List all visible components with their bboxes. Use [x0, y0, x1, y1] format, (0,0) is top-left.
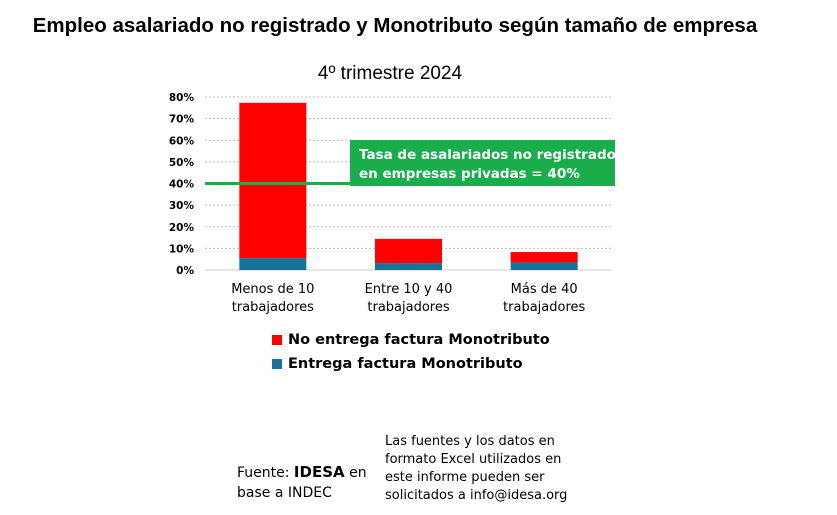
x-tick-label: Más de 40	[511, 282, 578, 297]
reference-label: Tasa de asalariados no registrados	[359, 147, 624, 163]
x-tick-label: Entre 10 y 40	[365, 282, 453, 297]
source-prefix: Fuente:	[237, 465, 294, 481]
note-line: formato Excel utilizados en	[385, 452, 562, 467]
source-note: Fuente: IDESA en base a INDEC	[237, 462, 367, 503]
x-tick-label: trabajadores	[367, 300, 449, 315]
y-tick-label: 0%	[176, 265, 194, 277]
bar-segment	[510, 252, 578, 263]
x-tick-label: trabajadores	[503, 300, 585, 315]
bar-segment	[375, 238, 442, 264]
y-tick-label: 30%	[169, 200, 195, 212]
legend-item-entrega: Entrega factura Monotributo	[272, 356, 523, 372]
data-availability-note: Las fuentes y los datos en formato Excel…	[385, 433, 567, 505]
note-line: este informe pueden ser	[385, 470, 545, 485]
legend-label: Entrega factura Monotributo	[288, 356, 523, 372]
y-tick-label: 40%	[169, 179, 195, 191]
bar-segment	[510, 262, 578, 270]
y-tick-label: 20%	[169, 222, 195, 234]
x-tick-label: Menos de 10	[231, 282, 314, 297]
x-tick-label: trabajadores	[232, 300, 314, 315]
legend-label: No entrega factura Monotributo	[288, 332, 550, 348]
y-tick-label: 50%	[169, 157, 195, 169]
y-tick-label: 70%	[169, 114, 195, 126]
legend-swatch	[272, 335, 282, 345]
chart-title: Empleo asalariado no registrado y Monotr…	[32, 14, 758, 37]
y-tick-label: 60%	[169, 135, 195, 147]
legend-item-no-entrega: No entrega factura Monotributo	[272, 332, 550, 348]
source-brand: IDESA	[293, 463, 345, 481]
chart-subtitle: 4º trimestre 2024	[317, 63, 463, 84]
legend-swatch	[272, 359, 282, 369]
y-tick-label: 80%	[169, 92, 195, 104]
source-line2: base a INDEC	[237, 485, 332, 501]
bar-segment	[239, 258, 307, 270]
bar-segment	[375, 263, 442, 270]
reference-label: en empresas privadas = 40%	[359, 166, 580, 182]
y-tick-label: 10%	[169, 243, 195, 255]
reference-label-box	[350, 140, 615, 186]
source-suffix: en	[344, 465, 367, 481]
note-line: Las fuentes y los datos en	[385, 434, 555, 449]
bar-segment	[239, 102, 307, 259]
note-line: solicitados a info@idesa.org	[385, 488, 568, 503]
